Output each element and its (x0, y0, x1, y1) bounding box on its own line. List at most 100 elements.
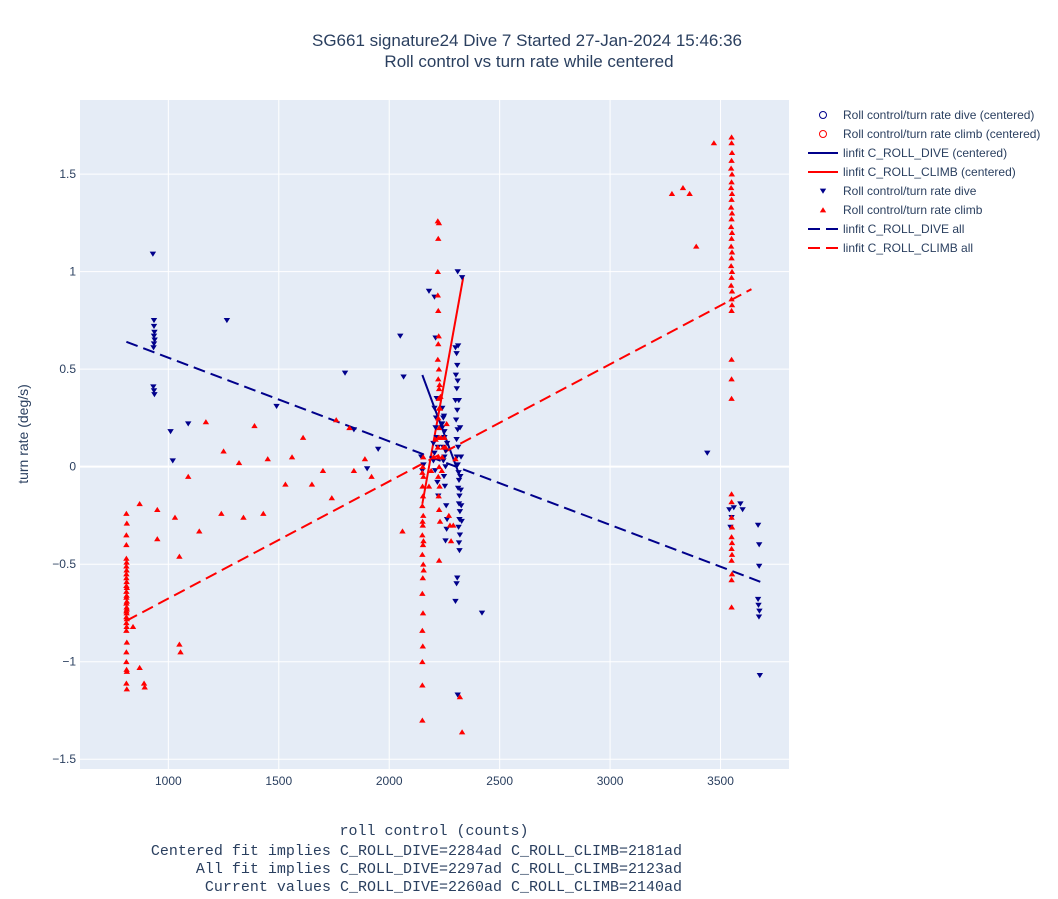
climb-point (727, 204, 735, 210)
climb-point (434, 444, 442, 450)
dive-point (454, 269, 461, 275)
chart-title: SG661 signature24 Dive 7 Started 27-Jan-… (312, 31, 742, 50)
dive-point (167, 429, 174, 435)
dive-point (363, 466, 371, 472)
legend-item[interactable]: linfit C_ROLL_CLIMB (centered) (808, 165, 1016, 179)
climb-point (420, 454, 427, 460)
legend-label: linfit C_ROLL_CLIMB (centered) (843, 165, 1016, 179)
climb-point (419, 610, 427, 616)
dive-point (456, 548, 463, 554)
chart-subtitle: Roll control vs turn rate while centered (384, 52, 673, 71)
climb-point (435, 493, 442, 499)
climb-point (441, 434, 448, 440)
legend-label: linfit C_ROLL_CLIMB all (843, 241, 973, 255)
climb-point (728, 296, 735, 302)
climb-point (434, 356, 442, 362)
climb-point (196, 528, 203, 534)
climb-point (728, 216, 735, 222)
legend-item[interactable]: linfit C_ROLL_DIVE (centered) (808, 146, 1007, 160)
climb-point (218, 510, 225, 516)
x-axis-ticks: 1000 1500 2000 2500 3000 3500 (155, 774, 734, 788)
y-tick-label: 1 (69, 265, 76, 279)
dive-point (374, 446, 382, 452)
dive-point (739, 507, 746, 513)
footer-line-centered-fit: Centered fit implies C_ROLL_DIVE=2284ad … (151, 843, 682, 860)
legend-item[interactable]: linfit C_ROLL_DIVE all (808, 222, 964, 236)
dive-point (150, 323, 158, 329)
legend-item[interactable]: Roll control/turn rate climb (819, 203, 983, 217)
climb-point (727, 224, 735, 230)
climb-point (728, 524, 736, 530)
climb-point (319, 467, 327, 473)
climb-point (176, 641, 183, 647)
climb-point (220, 448, 227, 454)
climb-point (123, 627, 130, 633)
dive-point (453, 351, 460, 357)
legend-item[interactable]: Roll control/turn rate dive (819, 184, 977, 198)
dive-point (150, 345, 157, 351)
climb-point (141, 684, 148, 690)
dive-point (726, 507, 733, 513)
legend-label: Roll control/turn rate climb (843, 203, 983, 217)
x-tick-label: 3500 (707, 774, 734, 788)
climb-point (129, 623, 137, 630)
climb-point (260, 510, 267, 516)
dive-point (754, 596, 762, 603)
dive-point (754, 522, 762, 528)
climb-point (728, 307, 735, 314)
climb-point (123, 619, 130, 626)
climb-point (419, 627, 426, 633)
y-tick-label: −1 (62, 655, 76, 669)
dive-point (458, 503, 465, 509)
climb-point (728, 190, 736, 197)
climb-point (728, 557, 735, 563)
dive-point (430, 458, 437, 464)
climb-point (154, 506, 161, 512)
climb-point (420, 512, 427, 518)
climb-point (728, 274, 735, 280)
climb-point (728, 540, 736, 546)
climb-point (728, 604, 735, 610)
dive-point (151, 392, 158, 398)
dive-point (150, 384, 157, 390)
y-tick-label: 0.5 (59, 362, 76, 376)
climb-point (419, 483, 426, 489)
climb-point (438, 467, 445, 473)
climb-point (435, 463, 443, 470)
dive-point (458, 518, 465, 525)
climb-point (419, 502, 426, 509)
dive-point (442, 538, 449, 544)
legend-item[interactable]: linfit C_ROLL_CLIMB all (808, 241, 973, 255)
y-tick-label: 0 (69, 460, 76, 474)
legend-item[interactable]: Roll control/turn rate climb (centered) (819, 127, 1041, 141)
dive-point (151, 329, 158, 335)
climb-point (123, 584, 131, 591)
climb-point (123, 686, 131, 692)
climb-point (435, 220, 443, 226)
climb-point (728, 140, 735, 146)
legend-item[interactable]: Roll control/turn rate dive (centered) (819, 108, 1035, 122)
dive-point (456, 509, 464, 515)
climb-point (728, 210, 736, 216)
dive-point (397, 333, 404, 339)
dive-point (704, 450, 711, 456)
dive-point (434, 479, 441, 486)
x-tick-label: 3000 (597, 774, 624, 788)
climb-point (123, 594, 130, 600)
climb-point (728, 551, 736, 557)
climb-point (136, 664, 143, 670)
climb-point (419, 682, 426, 688)
climb-point (727, 282, 735, 288)
climb-point (123, 639, 131, 645)
dive-point (150, 317, 158, 324)
dive-point (431, 450, 438, 456)
dive-point (443, 526, 450, 532)
dive-point (737, 501, 744, 507)
dive-point (453, 386, 461, 392)
climb-point (419, 522, 426, 528)
climb-point (728, 255, 735, 261)
climb-point (728, 249, 736, 255)
climb-point (437, 393, 444, 399)
climb-point (419, 659, 426, 665)
